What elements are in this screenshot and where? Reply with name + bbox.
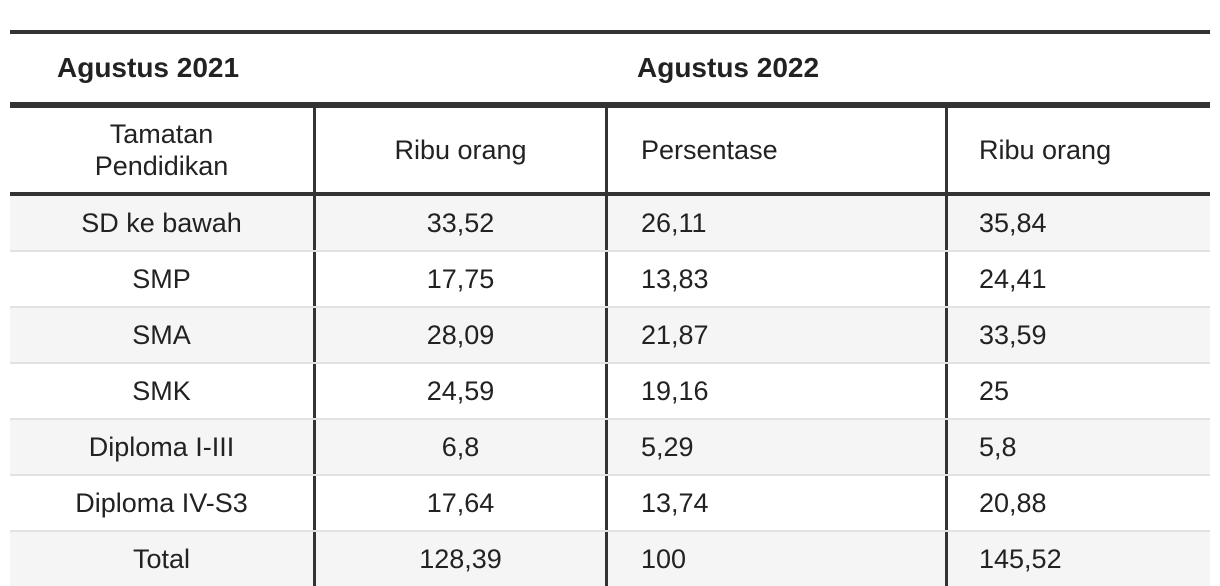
cell-ribu-orang-2021: 17,75 xyxy=(313,252,605,306)
header-rule xyxy=(10,102,1210,108)
cell-education: Diploma I-III xyxy=(88,431,235,462)
cell-persentase: 5,29 xyxy=(605,420,945,474)
table-row: SMP 17,75 13,83 24,41 xyxy=(10,250,1210,306)
column-header-rule xyxy=(10,192,1210,196)
cell-education: SMA xyxy=(132,319,191,350)
column-header-ribu-orang-2021: Ribu orang xyxy=(313,108,605,192)
cell-ribu-orang-2022: 145,52 xyxy=(945,532,1210,586)
cell-ribu-orang-2022: 33,59 xyxy=(945,308,1210,362)
cell-ribu-orang-2022: 35,84 xyxy=(945,196,1210,250)
group-header-2021: Agustus 2021 xyxy=(57,52,240,83)
group-header-2022: Agustus 2022 xyxy=(637,52,820,83)
cell-persentase: 13,74 xyxy=(605,476,945,530)
cell-ribu-orang-2022: 24,41 xyxy=(945,252,1210,306)
column-header-persentase: Persentase xyxy=(605,108,945,192)
cell-ribu-orang-2022: 25 xyxy=(945,364,1210,418)
table-row: Diploma I-III 6,8 5,29 5,8 xyxy=(10,418,1210,474)
cell-persentase: 26,11 xyxy=(605,196,945,250)
cell-education: SMP xyxy=(132,263,191,294)
cell-persentase: 21,87 xyxy=(605,308,945,362)
cell-ribu-orang-2021: 28,09 xyxy=(313,308,605,362)
column-header-row: Tamatan Pendidikan Ribu orang Persentase… xyxy=(10,108,1210,192)
column-header-education-line2: Pendidikan xyxy=(94,151,229,181)
column-header-education-line1: Tamatan xyxy=(109,119,214,149)
cell-education: SMK xyxy=(132,375,191,406)
cell-education: Total xyxy=(132,543,191,574)
cell-persentase: 13,83 xyxy=(605,252,945,306)
cell-persentase: 100 xyxy=(605,532,945,586)
column-header-education: Tamatan Pendidikan xyxy=(10,108,313,192)
table-row-total: Total 128,39 100 145,52 xyxy=(10,530,1210,586)
top-rule xyxy=(10,30,1210,34)
cell-ribu-orang-2021: 24,59 xyxy=(313,364,605,418)
table-row: Diploma IV-S3 17,64 13,74 20,88 xyxy=(10,474,1210,530)
cell-ribu-orang-2021: 128,39 xyxy=(313,532,605,586)
cell-persentase: 19,16 xyxy=(605,364,945,418)
table-row: SMA 28,09 21,87 33,59 xyxy=(10,306,1210,362)
cell-ribu-orang-2021: 17,64 xyxy=(313,476,605,530)
cell-education: SD ke bawah xyxy=(81,207,242,238)
cell-ribu-orang-2021: 6,8 xyxy=(313,420,605,474)
cell-education: Diploma IV-S3 xyxy=(75,487,248,518)
column-header-ribu-orang-2022: Ribu orang xyxy=(945,108,1210,192)
group-header-row: Agustus 2021 Agustus 2022 xyxy=(10,34,1210,102)
cell-ribu-orang-2022: 20,88 xyxy=(945,476,1210,530)
cell-ribu-orang-2022: 5,8 xyxy=(945,420,1210,474)
table-row: SMK 24,59 19,16 25 xyxy=(10,362,1210,418)
cell-ribu-orang-2021: 33,52 xyxy=(313,196,605,250)
education-table: Agustus 2021 Agustus 2022 Tamatan Pendid… xyxy=(10,30,1210,586)
table-row: SD ke bawah 33,52 26,11 35,84 xyxy=(10,196,1210,250)
